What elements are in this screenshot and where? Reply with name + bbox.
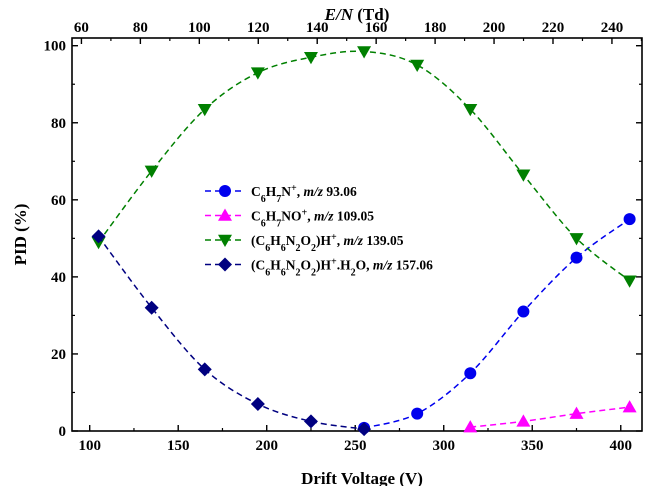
- x2-tick-label: 140: [306, 20, 329, 36]
- x-tick-label: 200: [255, 438, 278, 454]
- y-tick-label: 0: [59, 424, 67, 440]
- data-point: [144, 165, 159, 178]
- y-tick-label: 80: [51, 116, 66, 132]
- series-1: [463, 400, 637, 433]
- x2-tick-label: 200: [483, 20, 506, 36]
- x-tick-label: 100: [78, 438, 101, 454]
- y-axis-title: PID (%): [11, 204, 30, 266]
- legend-marker: [218, 234, 232, 247]
- data-point: [516, 169, 531, 182]
- data-point: [623, 213, 636, 226]
- data-point: [410, 59, 425, 72]
- series-line: [470, 406, 630, 428]
- data-point: [622, 275, 637, 288]
- data-point: [197, 104, 212, 117]
- data-point: [569, 233, 584, 246]
- x-axis-title: Drift Voltage (V): [301, 469, 423, 486]
- data-point: [197, 362, 212, 377]
- x-tick-label: 300: [432, 438, 455, 454]
- x2-tick-label: 80: [133, 20, 148, 36]
- legend-marker: [218, 208, 232, 221]
- y-tick-label: 40: [51, 270, 66, 286]
- x2-axis-title: E/N (Td): [324, 5, 390, 24]
- legend-item: (C6H6N2O2)H+.H2O, m/z 157.06: [205, 256, 433, 278]
- x2-tick-label: 180: [424, 20, 447, 36]
- data-point: [464, 367, 477, 380]
- x2-tick-label: 120: [247, 20, 270, 36]
- legend-item: C6H7NO+, m/z 109.05: [205, 207, 374, 229]
- data-point: [517, 305, 530, 318]
- legend-label: C6H7NO+, m/z 109.05: [251, 207, 374, 229]
- x2-tick-label: 220: [542, 20, 565, 36]
- data-point: [570, 251, 583, 264]
- series-3: [91, 229, 372, 437]
- legend-label: (C6H6N2O2)H+, m/z 139.05: [251, 232, 404, 254]
- data-point: [569, 406, 584, 419]
- data-point: [250, 397, 265, 412]
- legend-marker: [218, 257, 232, 272]
- y-tick-label: 100: [44, 39, 67, 55]
- data-point: [463, 104, 478, 117]
- data-point: [357, 46, 372, 59]
- data-point: [463, 420, 478, 433]
- data-point: [357, 422, 372, 437]
- x-tick-label: 400: [610, 438, 633, 454]
- data-point: [250, 67, 265, 80]
- x2-tick-label: 240: [601, 20, 624, 36]
- data-point: [622, 400, 637, 413]
- data-point: [411, 407, 424, 420]
- x-tick-label: 150: [167, 438, 190, 454]
- x2-tick-label: 60: [74, 20, 89, 36]
- y-tick-label: 20: [51, 347, 66, 363]
- x2-tick-label: 160: [365, 20, 388, 36]
- plot-frame: [71, 37, 643, 432]
- data-point: [516, 414, 531, 427]
- data-point: [91, 229, 106, 244]
- legend-label: (C6H6N2O2)H+.H2O, m/z 157.06: [251, 256, 433, 278]
- x2-tick-label: 100: [188, 20, 211, 36]
- legend-item: C6H7N+, m/z 93.06: [205, 183, 357, 205]
- data-point: [144, 300, 159, 315]
- x-tick-label: 350: [521, 438, 544, 454]
- y-tick-label: 60: [51, 193, 66, 209]
- legend-item: (C6H6N2O2)H+, m/z 139.05: [205, 232, 404, 254]
- data-point: [303, 52, 318, 65]
- legend-label: C6H7N+, m/z 93.06: [251, 183, 357, 205]
- legend-marker: [219, 185, 231, 197]
- data-point: [303, 414, 318, 429]
- x-tick-label: 250: [344, 438, 367, 454]
- series-2: [91, 46, 637, 288]
